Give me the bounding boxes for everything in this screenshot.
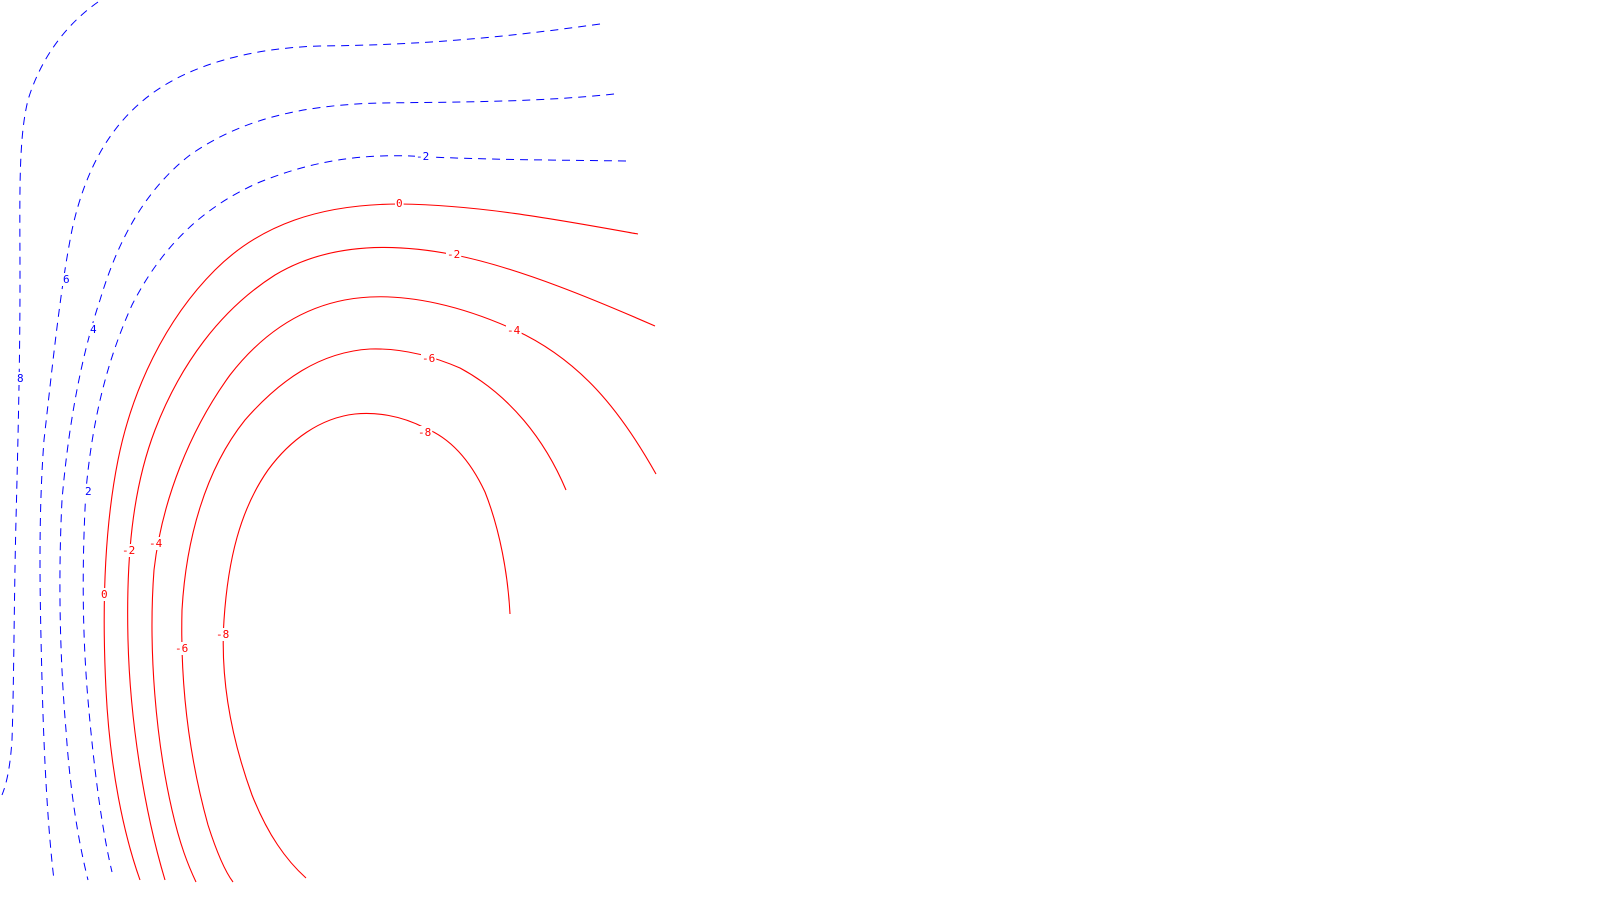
positive-contours <box>1 1 627 881</box>
label-backing <box>506 324 522 337</box>
contour-line-6 <box>39 23 601 881</box>
contour-line-neg6 <box>181 348 567 883</box>
contour-labels: 8 6 4 2 -2 0 -2 -4 -6 -8 0 -2 -4 -6 -8 <box>16 150 522 655</box>
label-backing <box>417 426 433 439</box>
label-backing <box>215 628 231 641</box>
label-backing <box>446 248 462 261</box>
label-6: 6 <box>63 273 70 286</box>
contour-line-neg8 <box>222 412 511 879</box>
label-backing <box>395 197 404 210</box>
label-8: 8 <box>17 372 24 385</box>
contour-line-4 <box>59 93 615 881</box>
label-backing <box>121 544 137 557</box>
label-backing <box>421 352 437 365</box>
contour-line-2 <box>82 155 627 873</box>
label-top-0: 0 <box>396 197 403 210</box>
label-4: 4 <box>90 323 97 336</box>
contour-line-neg2 <box>127 246 656 881</box>
label-backing <box>16 372 25 385</box>
label-top-2: -2 <box>416 150 429 163</box>
label-backing <box>84 485 93 498</box>
label-backing <box>415 150 431 163</box>
contour-line-0 <box>103 203 639 881</box>
label-left-neg8: -8 <box>216 628 229 641</box>
label-top-neg6: -6 <box>422 352 435 365</box>
label-left-neg4: -4 <box>149 537 163 550</box>
label-top-neg2: -2 <box>447 248 460 261</box>
label-backing <box>62 273 71 286</box>
label-backing <box>100 588 109 601</box>
contour-line-8 <box>1 1 99 796</box>
label-backing <box>89 323 98 336</box>
label-left-0: 0 <box>101 588 108 601</box>
label-top-neg4: -4 <box>507 324 521 337</box>
label-left-neg6: -6 <box>175 642 188 655</box>
label-top-neg8: -8 <box>418 426 431 439</box>
label-2: 2 <box>85 485 92 498</box>
label-backing <box>174 642 190 655</box>
label-left-neg2: -2 <box>122 544 135 557</box>
label-backing <box>148 537 164 550</box>
